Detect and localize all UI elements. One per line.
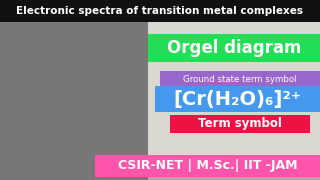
FancyBboxPatch shape — [95, 155, 320, 177]
FancyBboxPatch shape — [170, 115, 310, 133]
FancyBboxPatch shape — [148, 34, 320, 62]
Text: Term symbol: Term symbol — [198, 118, 282, 130]
FancyBboxPatch shape — [155, 86, 320, 112]
FancyBboxPatch shape — [0, 0, 320, 22]
Text: Orgel diagram: Orgel diagram — [167, 39, 301, 57]
Text: CSIR-NET | M.Sc.| IIT -JAM: CSIR-NET | M.Sc.| IIT -JAM — [118, 159, 297, 172]
Text: Electronic spectra of transition metal complexes: Electronic spectra of transition metal c… — [17, 6, 303, 16]
FancyBboxPatch shape — [160, 71, 320, 87]
Text: Ground state term symbol: Ground state term symbol — [183, 75, 297, 84]
FancyBboxPatch shape — [148, 0, 320, 158]
FancyBboxPatch shape — [0, 0, 148, 180]
Text: [Cr(H₂O)₆]²⁺: [Cr(H₂O)₆]²⁺ — [173, 89, 301, 109]
